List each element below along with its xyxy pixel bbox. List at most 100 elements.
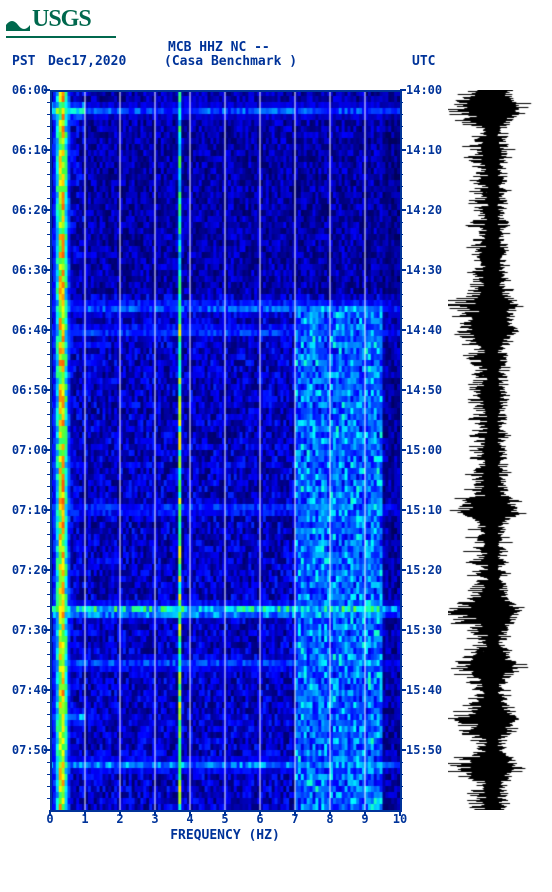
tick-y-minor: [47, 246, 50, 247]
ytick-left-label: 07:50: [12, 743, 48, 757]
ytick-left-label: 06:40: [12, 323, 48, 337]
tick-y-minor: [47, 486, 50, 487]
ytick-right-label: 14:30: [406, 263, 442, 277]
tz-left-label: PST: [12, 54, 35, 69]
tick-y-minor: [47, 102, 50, 103]
ytick-left-label: 06:30: [12, 263, 48, 277]
ytick-right-label: 15:20: [406, 563, 442, 577]
tick-y-minor: [400, 258, 403, 259]
ytick-right-label: 14:10: [406, 143, 442, 157]
tick-y-minor: [400, 666, 403, 667]
date-label: Dec17,2020: [48, 54, 126, 69]
tick-y-minor: [47, 198, 50, 199]
tick-y-minor: [47, 654, 50, 655]
tick-y-minor: [400, 414, 403, 415]
tick-y-minor: [47, 714, 50, 715]
tick-y-minor: [400, 642, 403, 643]
ytick-left-label: 06:20: [12, 203, 48, 217]
tick-y-minor: [47, 594, 50, 595]
tick-y-minor: [400, 186, 403, 187]
tick-y-minor: [47, 294, 50, 295]
ytick-right-label: 14:40: [406, 323, 442, 337]
tick-y-minor: [47, 534, 50, 535]
tick-y-minor: [47, 318, 50, 319]
xtick-label: 4: [186, 812, 193, 826]
tick-y-minor: [400, 102, 403, 103]
tick-y-minor: [400, 738, 403, 739]
tick-y-minor: [400, 378, 403, 379]
tick-y-minor: [47, 114, 50, 115]
tick-y-minor: [47, 402, 50, 403]
tick-y-minor: [47, 342, 50, 343]
tick-y-minor: [47, 438, 50, 439]
tick-y-minor: [47, 738, 50, 739]
tick-y-minor: [400, 774, 403, 775]
xtick-label: 0: [46, 812, 53, 826]
tick-y-minor: [47, 138, 50, 139]
tick-y-minor: [400, 618, 403, 619]
ytick-left-label: 07:00: [12, 443, 48, 457]
tick-y-minor: [400, 462, 403, 463]
spectrogram-canvas: [50, 90, 400, 810]
tick-y-minor: [400, 606, 403, 607]
tick-y-minor: [47, 606, 50, 607]
tick-y-minor: [47, 282, 50, 283]
tick-y-minor: [400, 474, 403, 475]
tick-y-minor: [400, 306, 403, 307]
tick-y-minor: [400, 558, 403, 559]
ytick-right-label: 15:40: [406, 683, 442, 697]
ytick-right-label: 15:30: [406, 623, 442, 637]
ytick-left-label: 06:50: [12, 383, 48, 397]
tick-y-minor: [47, 366, 50, 367]
ytick-right-label: 15:00: [406, 443, 442, 457]
tick-y-minor: [400, 678, 403, 679]
tick-y-minor: [400, 486, 403, 487]
tick-y-minor: [400, 546, 403, 547]
tick-y-minor: [400, 762, 403, 763]
axis-left: [50, 90, 52, 812]
tick-y-minor: [47, 126, 50, 127]
tick-y-minor: [400, 438, 403, 439]
ytick-right-label: 15:10: [406, 503, 442, 517]
tick-y-minor: [47, 306, 50, 307]
xtick-label: 2: [116, 812, 123, 826]
xtick-label: 5: [221, 812, 228, 826]
tick-y-minor: [47, 786, 50, 787]
tick-y-minor: [400, 234, 403, 235]
tick-y-minor: [47, 702, 50, 703]
logo-underline: [6, 36, 116, 38]
tick-y-minor: [47, 426, 50, 427]
ytick-left-label: 07:20: [12, 563, 48, 577]
spectrogram-plot: [50, 90, 400, 810]
tick-y-minor: [400, 702, 403, 703]
tick-y-minor: [400, 426, 403, 427]
tick-y-minor: [47, 258, 50, 259]
tick-y-minor: [47, 726, 50, 727]
ytick-right-label: 14:00: [406, 83, 442, 97]
axis-top: [50, 90, 400, 92]
xtick-label: 6: [256, 812, 263, 826]
xtick-label: 10: [393, 812, 407, 826]
station-code: MCB HHZ NC --: [168, 40, 270, 55]
tick-y-minor: [400, 522, 403, 523]
tick-y-minor: [47, 462, 50, 463]
ytick-left-label: 07:10: [12, 503, 48, 517]
ytick-right-label: 15:50: [406, 743, 442, 757]
tick-y-minor: [400, 786, 403, 787]
tick-y-minor: [400, 198, 403, 199]
tz-right-label: UTC: [412, 54, 435, 69]
tick-y-minor: [400, 294, 403, 295]
tick-y-minor: [400, 246, 403, 247]
ytick-left-label: 07:30: [12, 623, 48, 637]
tick-y-minor: [47, 558, 50, 559]
tick-y-minor: [400, 354, 403, 355]
usgs-logo: USGS: [6, 6, 91, 33]
tick-y-minor: [47, 174, 50, 175]
tick-y-minor: [47, 522, 50, 523]
tick-y-minor: [400, 162, 403, 163]
tick-y-minor: [400, 174, 403, 175]
tick-y-minor: [400, 402, 403, 403]
tick-y-minor: [400, 594, 403, 595]
tick-y-minor: [47, 582, 50, 583]
tick-y-minor: [47, 222, 50, 223]
